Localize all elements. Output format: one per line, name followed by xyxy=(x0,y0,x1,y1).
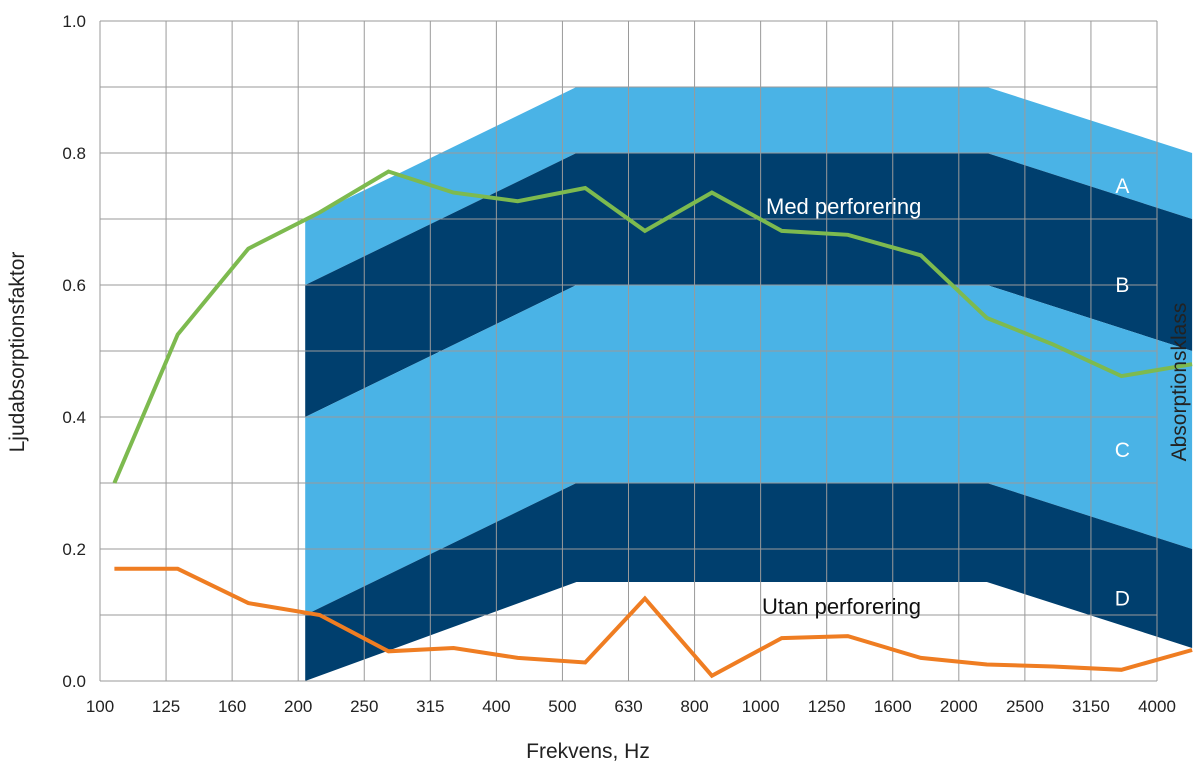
series-lines xyxy=(112,169,1193,679)
x-tick-label: 2000 xyxy=(940,697,978,716)
grid xyxy=(99,20,1158,682)
x-tick-label: 1600 xyxy=(874,697,912,716)
band-a xyxy=(305,87,1193,285)
series-line-med-perforering xyxy=(112,169,1193,484)
series-line-utan-perforering xyxy=(114,566,1193,679)
x-tick-label: 315 xyxy=(416,697,444,716)
x-tick-labels: 100 125 160 200 250 315 400 500 630 800 1000 1250 16… xyxy=(86,697,1176,716)
band-d xyxy=(305,483,1193,681)
y-axis-title-right: Absorptionsklass xyxy=(1168,303,1191,462)
y-tick-label: 0.4 xyxy=(62,408,86,427)
y-tick-labels: 0.0 0.2 0.4 0.6 0.8 1.0 xyxy=(62,12,86,691)
absorption-class-bands xyxy=(305,87,1193,681)
x-tick-label: 125 xyxy=(152,697,180,716)
x-tick-label: 200 xyxy=(284,697,312,716)
x-tick-label: 250 xyxy=(350,697,378,716)
y-tick-label: 1.0 xyxy=(62,12,86,31)
y-tick-label: 0.6 xyxy=(62,276,86,295)
series-label-utan-perforering: Utan perforering xyxy=(762,594,921,619)
band-labels: A B C D xyxy=(1115,175,1130,611)
x-tick-label: 400 xyxy=(482,697,510,716)
band-c xyxy=(305,285,1193,615)
x-tick-label: 4000 xyxy=(1138,697,1176,716)
x-tick-label: 1000 xyxy=(742,697,780,716)
band-label-a: A xyxy=(1115,175,1129,198)
x-tick-label: 100 xyxy=(86,697,114,716)
x-tick-label: 3150 xyxy=(1072,697,1110,716)
band-label-c: C xyxy=(1115,439,1130,462)
x-tick-label: 2500 xyxy=(1006,697,1044,716)
x-tick-label: 630 xyxy=(614,697,642,716)
x-axis-title: Frekvens, Hz xyxy=(526,740,650,763)
y-tick-label: 0.8 xyxy=(62,144,86,163)
x-tick-label: 800 xyxy=(680,697,708,716)
x-tick-label: 1250 xyxy=(808,697,846,716)
x-tick-label: 160 xyxy=(218,697,246,716)
y-tick-label: 0.0 xyxy=(62,672,86,691)
band-label-d: D xyxy=(1115,588,1130,611)
y-tick-label: 0.2 xyxy=(62,540,86,559)
y-axis-title: Ljudabsorptionsfaktor xyxy=(6,252,29,453)
series-label-med-perforering: Med perforering xyxy=(766,194,921,219)
x-tick-label: 500 xyxy=(548,697,576,716)
band-label-b: B xyxy=(1115,274,1129,297)
